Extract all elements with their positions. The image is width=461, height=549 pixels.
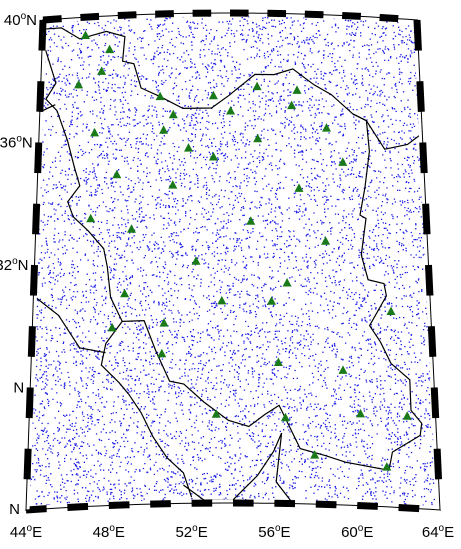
station-marker-8 — [252, 81, 262, 91]
station-marker-20 — [294, 183, 304, 192]
frame-inner-line — [25, 12, 441, 511]
station-marker-2 — [74, 79, 84, 89]
station-marker-9 — [292, 85, 302, 94]
border-line-0 — [42, 27, 423, 471]
station-marker-37 — [280, 412, 290, 422]
station-marker-23 — [246, 216, 256, 225]
station-marker-4 — [155, 91, 165, 101]
station-marker-13 — [159, 125, 169, 134]
station-marker-17 — [338, 157, 348, 166]
station-marker-29 — [267, 296, 276, 305]
lat-label-1: 36oN — [0, 134, 33, 152]
station-marker-22 — [127, 224, 136, 233]
station-marker-31 — [107, 322, 117, 332]
station-marker-24 — [321, 236, 331, 245]
axis-labels: 40oN 36oN 32oN N N 44oE 48oE 52oE 56oE 60oE 64oE — [0, 11, 454, 541]
station-marker-25 — [191, 256, 201, 265]
station-marker-14 — [184, 143, 193, 152]
scatter-points — [26, 13, 440, 510]
station-marker-0 — [81, 30, 90, 39]
lat-label-0: 40oN — [4, 11, 37, 29]
station-marker-12 — [90, 127, 100, 137]
station-marker-34 — [273, 357, 283, 366]
station-marker-33 — [157, 348, 167, 358]
station-markers-layer — [74, 30, 412, 471]
lat-label-3: N — [13, 380, 24, 397]
station-marker-18 — [112, 169, 122, 179]
station-marker-10 — [287, 100, 297, 110]
lon-label-5: 64oE — [422, 523, 454, 541]
border-line-6 — [33, 295, 106, 354]
station-marker-38 — [356, 408, 365, 418]
station-marker-40 — [310, 450, 320, 459]
lat-label-4: N — [9, 501, 20, 518]
lon-label-0: 44oE — [10, 523, 42, 541]
station-marker-21 — [86, 213, 96, 223]
observation-points-layer — [26, 13, 440, 510]
station-marker-35 — [338, 365, 348, 374]
station-marker-16 — [253, 133, 263, 143]
lon-label-4: 60oE — [341, 523, 373, 541]
map-frame — [22, 9, 444, 514]
station-marker-1 — [105, 44, 115, 54]
station-marker-7 — [226, 106, 236, 115]
border-line-3 — [100, 321, 193, 498]
station-marker-15 — [209, 152, 218, 161]
lon-label-2: 52oE — [175, 523, 207, 541]
station-marker-36 — [211, 409, 221, 418]
station-marker-39 — [402, 411, 412, 420]
station-marker-6 — [208, 90, 218, 100]
station-marker-26 — [282, 278, 292, 287]
border-line-5 — [352, 113, 423, 150]
border-line-2 — [122, 319, 390, 471]
station-marker-28 — [217, 295, 227, 305]
station-marker-19 — [168, 180, 178, 189]
station-marker-3 — [97, 66, 107, 75]
border-line-1 — [45, 50, 123, 322]
lon-label-1: 48oE — [93, 523, 125, 541]
station-marker-27 — [120, 288, 130, 298]
station-marker-41 — [382, 462, 392, 471]
station-marker-5 — [168, 109, 178, 119]
station-marker-11 — [322, 123, 331, 132]
station-marker-32 — [159, 318, 169, 327]
lat-label-2: 32oN — [0, 256, 29, 274]
station-marker-30 — [386, 306, 396, 315]
lon-label-3: 56oE — [258, 523, 290, 541]
